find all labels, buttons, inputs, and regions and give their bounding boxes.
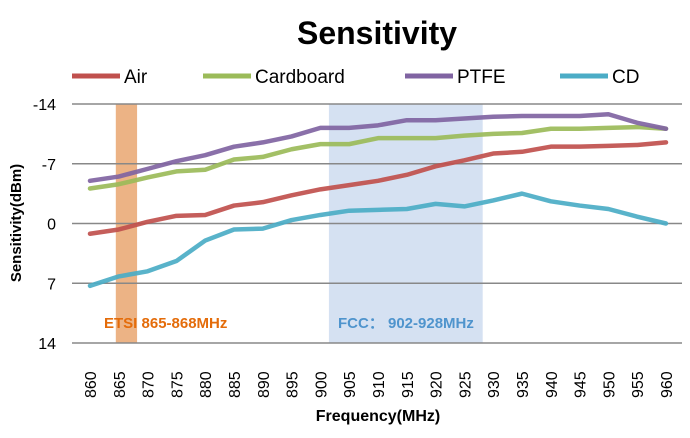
- x-tick-label: 955: [630, 371, 647, 398]
- x-tick-label: 885: [227, 371, 244, 398]
- chart-title: Sensitivity: [297, 15, 457, 51]
- x-tick-label: 900: [313, 371, 330, 398]
- x-tick-label: 920: [429, 371, 446, 398]
- x-tick-label: 915: [400, 371, 417, 398]
- y-tick-label: 7: [47, 276, 56, 293]
- y-tick-label: -14: [33, 97, 56, 114]
- x-tick-label: 905: [342, 371, 359, 398]
- x-tick-label: 875: [169, 371, 186, 398]
- x-axis-label: Frequency(MHz): [316, 408, 440, 425]
- x-tick-label: 950: [601, 371, 618, 398]
- band-label-0: ETSI 865-868MHz: [104, 315, 227, 332]
- y-tick-label: 14: [38, 336, 56, 353]
- y-tick-label: 0: [47, 217, 56, 234]
- x-tick-label: 960: [659, 371, 676, 398]
- y-axis-label: Sensitivity(dBm): [8, 164, 25, 282]
- x-tick-label: 930: [486, 371, 503, 398]
- x-tick-label: 870: [141, 371, 158, 398]
- series-line-cd: [87, 191, 669, 289]
- y-tick-label: -7: [42, 157, 56, 174]
- x-tick-label: 945: [573, 371, 590, 398]
- x-tick-label: 925: [457, 371, 474, 398]
- legend-label-cd: CD: [612, 67, 639, 88]
- legend-label-air: Air: [124, 67, 148, 88]
- series-line-cardboard: [87, 124, 669, 191]
- series-line-ptfe: [87, 111, 669, 184]
- x-tick-label: 860: [83, 371, 100, 398]
- x-tick-label: 895: [285, 371, 302, 398]
- x-tick-label: 935: [515, 371, 532, 398]
- x-tick-label: 940: [544, 371, 561, 398]
- x-tick-label: 910: [371, 371, 388, 398]
- x-tick-label: 865: [112, 371, 129, 398]
- x-tick-label: 890: [256, 371, 273, 398]
- x-tick-label: 880: [198, 371, 215, 398]
- band-label-1: FCC： 902-928MHz: [338, 315, 474, 332]
- series-line-air: [87, 140, 669, 236]
- legend-label-cardboard: Cardboard: [255, 67, 345, 88]
- legend-label-ptfe: PTFE: [457, 67, 506, 88]
